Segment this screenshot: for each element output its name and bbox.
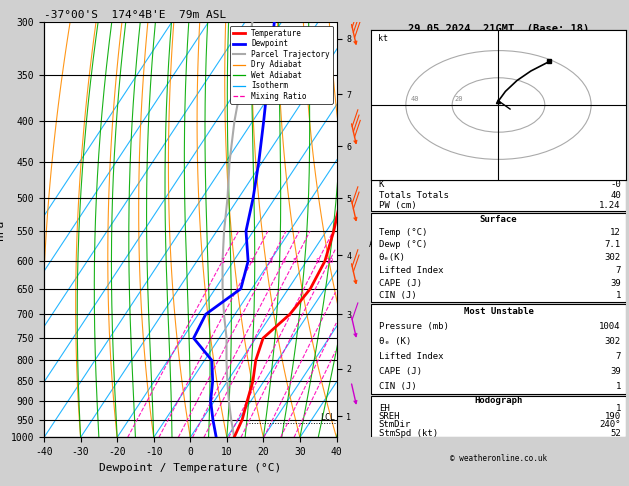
Y-axis label: hPa: hPa (0, 220, 5, 240)
Text: 39: 39 (610, 367, 621, 376)
Y-axis label: km
ASL: km ASL (369, 230, 384, 249)
Text: StmSpd (kt): StmSpd (kt) (379, 429, 438, 438)
Text: 1.24: 1.24 (599, 201, 621, 210)
Text: 7: 7 (615, 266, 621, 275)
Text: 3: 3 (268, 258, 272, 264)
Text: 302: 302 (604, 337, 621, 346)
Text: -37°00'S  174°4B'E  79m ASL: -37°00'S 174°4B'E 79m ASL (44, 10, 226, 20)
Text: CIN (J): CIN (J) (379, 382, 416, 391)
Text: PW (cm): PW (cm) (379, 201, 416, 210)
Text: Lifted Index: Lifted Index (379, 352, 443, 361)
Text: 302: 302 (604, 253, 621, 262)
Text: 40: 40 (411, 96, 419, 102)
Text: 7.1: 7.1 (604, 241, 621, 249)
Text: Dewp (°C): Dewp (°C) (379, 241, 427, 249)
Text: K: K (379, 180, 384, 190)
Text: EH: EH (379, 404, 389, 413)
Bar (371, 304, 626, 394)
Bar (371, 30, 626, 180)
Text: 10: 10 (325, 258, 333, 264)
Legend: Temperature, Dewpoint, Parcel Trajectory, Dry Adiabat, Wet Adiabat, Isotherm, Mi: Temperature, Dewpoint, Parcel Trajectory… (230, 26, 333, 104)
Text: 12: 12 (610, 227, 621, 237)
Text: θₑ (K): θₑ (K) (379, 337, 411, 346)
Text: 39: 39 (610, 278, 621, 288)
Text: 190: 190 (604, 412, 621, 421)
Text: 4: 4 (282, 258, 286, 264)
Text: Totals Totals: Totals Totals (379, 191, 448, 200)
Text: 20: 20 (455, 96, 463, 102)
Text: LCL: LCL (320, 413, 335, 422)
Text: 52: 52 (610, 429, 621, 438)
Text: StmDir: StmDir (379, 420, 411, 430)
Text: CAPE (J): CAPE (J) (379, 278, 422, 288)
Text: Temp (°C): Temp (°C) (379, 227, 427, 237)
Text: 1: 1 (615, 404, 621, 413)
Text: 8: 8 (316, 258, 320, 264)
Text: 240°: 240° (599, 420, 621, 430)
Text: 29.05.2024  21GMT  (Base: 18): 29.05.2024 21GMT (Base: 18) (408, 24, 589, 34)
Text: 7: 7 (615, 352, 621, 361)
Text: 40: 40 (610, 191, 621, 200)
Text: Most Unstable: Most Unstable (464, 307, 533, 316)
Text: 1: 1 (615, 382, 621, 391)
Text: Pressure (mb): Pressure (mb) (379, 322, 448, 331)
Text: kt: kt (378, 34, 388, 43)
Text: 1004: 1004 (599, 322, 621, 331)
X-axis label: Dewpoint / Temperature (°C): Dewpoint / Temperature (°C) (99, 463, 281, 473)
Text: 1: 1 (615, 292, 621, 300)
Text: 5: 5 (292, 258, 296, 264)
Text: CAPE (J): CAPE (J) (379, 367, 422, 376)
Text: Lifted Index: Lifted Index (379, 266, 443, 275)
Text: CIN (J): CIN (J) (379, 292, 416, 300)
Bar (371, 213, 626, 302)
Text: 1: 1 (220, 258, 225, 264)
Text: 2: 2 (250, 258, 254, 264)
Text: -0: -0 (610, 180, 621, 190)
Bar (371, 180, 626, 211)
Text: Hodograph: Hodograph (474, 396, 523, 404)
Text: θₑ(K): θₑ(K) (379, 253, 406, 262)
Text: Surface: Surface (480, 215, 517, 224)
Text: SREH: SREH (379, 412, 400, 421)
Bar (371, 396, 626, 437)
Text: © weatheronline.co.uk: © weatheronline.co.uk (450, 454, 547, 463)
